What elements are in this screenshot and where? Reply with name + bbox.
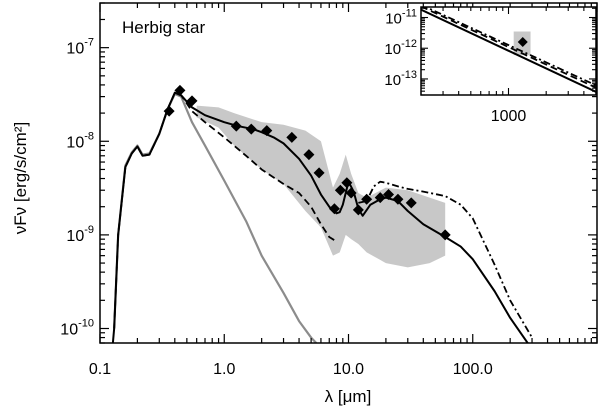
y-tick-label: 10-10 xyxy=(60,317,94,338)
uncertainty-band xyxy=(196,105,446,268)
herbig-star-annotation: Herbig star xyxy=(122,18,205,37)
data-point xyxy=(352,204,364,216)
series-layer xyxy=(111,91,533,343)
x-tick-label: 1.0 xyxy=(213,361,235,378)
inset-tick-labels: 1000 10-11 10-12 10-13 xyxy=(384,8,526,125)
data-point xyxy=(163,105,175,117)
data-point xyxy=(334,184,346,196)
data-point xyxy=(245,123,257,135)
inset-solid-line xyxy=(421,8,596,93)
x-tick-label: 10.0 xyxy=(333,361,364,378)
data-point xyxy=(230,120,242,132)
data-point xyxy=(313,167,325,179)
inset-y-tick-label: 10-11 xyxy=(385,8,417,28)
inset-x-tick-label: 1000 xyxy=(491,108,527,125)
axis-ticks xyxy=(99,2,598,344)
data-point xyxy=(186,95,198,107)
data-point xyxy=(345,187,357,199)
series-line-model-dash-dot xyxy=(358,180,533,339)
inset-panel: 1000 10-11 10-12 10-13 xyxy=(384,6,597,125)
y-tick-labels: 10-10 10-9 10-8 10-7 xyxy=(60,37,94,339)
y-axis-title: νFν [erg/s/cm²] xyxy=(11,122,30,234)
data-point xyxy=(383,189,395,201)
inset-y-tick-label: 10-13 xyxy=(384,69,417,89)
inset-dashed-line xyxy=(421,7,596,89)
data-markers-layer xyxy=(163,84,451,241)
data-point xyxy=(361,193,373,205)
uncertainty-band-layer xyxy=(196,105,446,268)
inset-y-tick-label: 10-12 xyxy=(384,38,417,58)
data-point xyxy=(328,203,340,215)
data-point xyxy=(303,149,315,161)
data-point xyxy=(439,229,451,241)
data-point xyxy=(286,131,298,143)
data-point xyxy=(374,192,386,204)
series-line-model-solid xyxy=(111,91,529,343)
inset-data-point xyxy=(517,36,528,47)
x-tick-label: 100.0 xyxy=(453,361,493,378)
inset-plot-layer xyxy=(421,7,596,93)
y-tick-label: 10-7 xyxy=(66,37,94,58)
inset-ticks xyxy=(420,7,597,96)
y-tick-label: 10-8 xyxy=(66,130,94,151)
x-tick-labels: 0.1 1.0 10.0 100.0 xyxy=(89,361,493,378)
data-point xyxy=(405,197,417,209)
x-axis-title: λ [μm] xyxy=(325,387,372,406)
data-point xyxy=(174,84,186,96)
data-point xyxy=(261,125,273,137)
y-tick-label: 10-9 xyxy=(66,224,94,245)
data-point xyxy=(392,193,404,205)
data-point xyxy=(341,177,353,189)
x-tick-label: 0.1 xyxy=(89,361,111,378)
inset-dash-dot-line xyxy=(423,7,596,87)
